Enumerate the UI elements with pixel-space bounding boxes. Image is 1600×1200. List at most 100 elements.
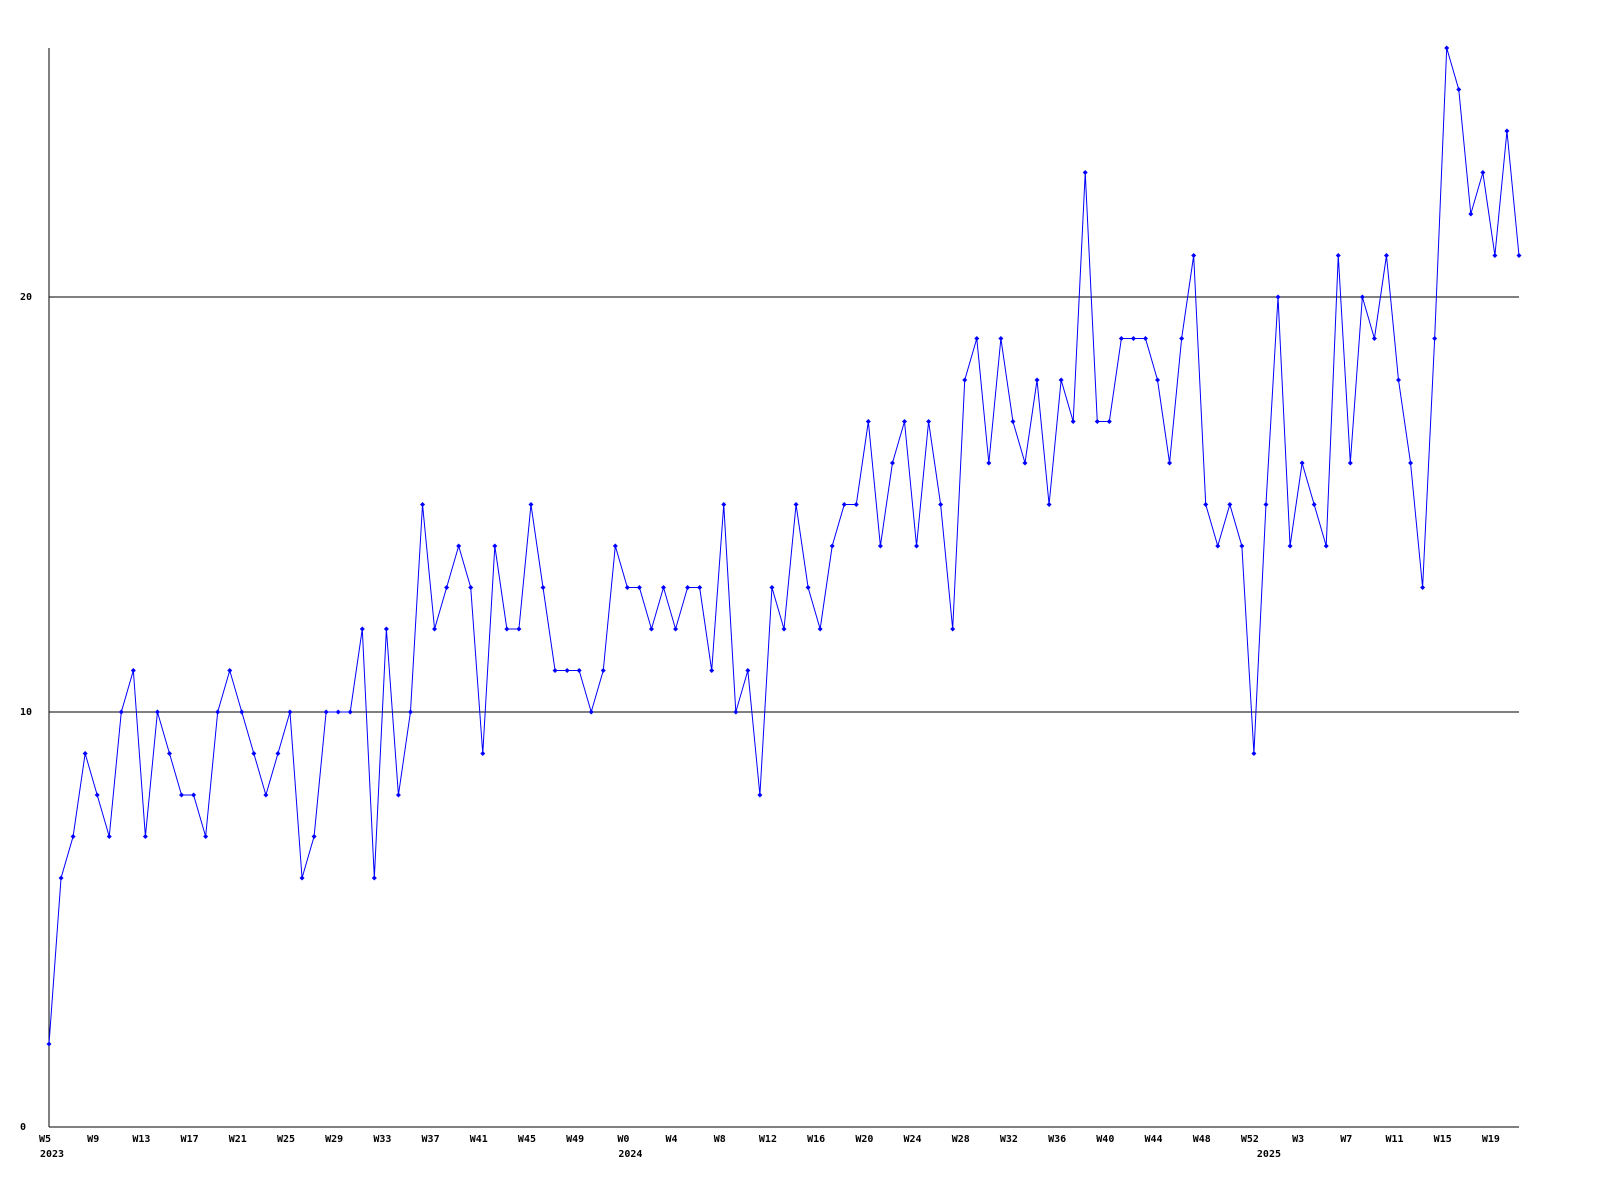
data-point [1058,377,1064,383]
x-tick-label: W13 [132,1134,150,1145]
data-point [359,626,365,632]
data-point [504,626,510,632]
data-point [420,502,426,507]
data-point [528,502,534,507]
y-tick-label: 10 [20,707,32,718]
data-point [938,502,944,507]
data-point [46,1041,52,1047]
x-tick-label: W36 [1048,1134,1066,1145]
data-point [1359,294,1365,300]
data-point [1287,543,1293,549]
data-point [721,502,727,507]
data-point [1179,336,1185,341]
data-point [624,585,630,590]
x-tick-label: W41 [470,1134,488,1145]
data-point [1516,253,1522,258]
data-point [793,502,799,507]
data-point [70,834,76,839]
x-tick-label: W4 [666,1134,678,1145]
data-point [263,792,269,798]
data-point [94,792,100,798]
data-point [166,751,172,756]
data-point [757,792,763,798]
data-point [865,419,871,424]
data-point [1130,336,1136,341]
data-point [299,875,305,881]
data-point [901,419,907,424]
data-point [817,626,823,632]
data-point [1432,336,1438,341]
data-point [1383,253,1389,258]
x-tick-label: W29 [325,1134,343,1145]
data-point [889,460,895,466]
x-tick-label: W7 [1340,1134,1352,1145]
x-tick-label: W44 [1144,1134,1162,1145]
x-tick-label: W11 [1385,1134,1403,1145]
data-point [853,502,859,507]
data-point [179,792,185,798]
data-point [239,709,245,715]
data-point [1323,543,1329,549]
x-tick-label: W19 [1482,1134,1500,1145]
data-point [841,502,847,507]
data-point [492,543,498,549]
data-point [1094,419,1100,424]
data-point [697,585,703,590]
data-point [1468,211,1474,217]
data-point [540,585,546,590]
data-point [914,543,920,549]
data-point [275,751,281,756]
data-point [1070,419,1076,424]
data-point [564,668,570,673]
data-point [1420,585,1426,590]
data-point [371,875,377,881]
x-tick-label: W17 [181,1134,199,1145]
x-tick-label: W24 [904,1134,922,1145]
data-point [1191,253,1197,258]
data-point [1239,543,1245,549]
data-point [962,377,968,383]
x-tick-label: W3 [1292,1134,1304,1145]
data-point [1010,419,1016,424]
data-point [142,834,148,839]
data-point [1371,336,1377,341]
x-tick-label: W33 [373,1134,391,1145]
data-point [323,709,329,715]
x-tick-label: W49 [566,1134,584,1145]
data-point [1347,460,1353,466]
data-point [733,709,739,715]
data-point [395,792,401,798]
data-point [1275,294,1281,300]
data-point [347,709,353,715]
data-point [781,626,787,632]
data-point [1034,377,1040,383]
x-year-label: 2023 [40,1149,64,1160]
data-point [926,419,932,424]
data-point [1396,377,1402,383]
data-point [251,751,257,756]
data-point [1504,128,1510,134]
data-point [407,709,413,715]
data-point [1082,170,1088,175]
data-point [950,626,956,632]
data-point [383,626,389,632]
x-tick-label: W5 [39,1134,51,1145]
data-point [612,543,618,549]
x-tick-label: W0 [617,1134,629,1145]
data-point [130,668,136,673]
y-tick-label: 20 [20,292,32,303]
x-tick-label: W16 [807,1134,825,1145]
data-point [444,585,450,590]
data-point [1444,45,1450,51]
data-point [1046,502,1052,507]
data-point [82,751,88,756]
x-tick-label: W8 [714,1134,726,1145]
data-point [636,585,642,590]
data-point [1251,751,1257,756]
data-point [1480,170,1486,175]
data-point [685,585,691,590]
x-tick-label: W15 [1434,1134,1452,1145]
data-point [1022,460,1028,466]
data-point [1299,460,1305,466]
